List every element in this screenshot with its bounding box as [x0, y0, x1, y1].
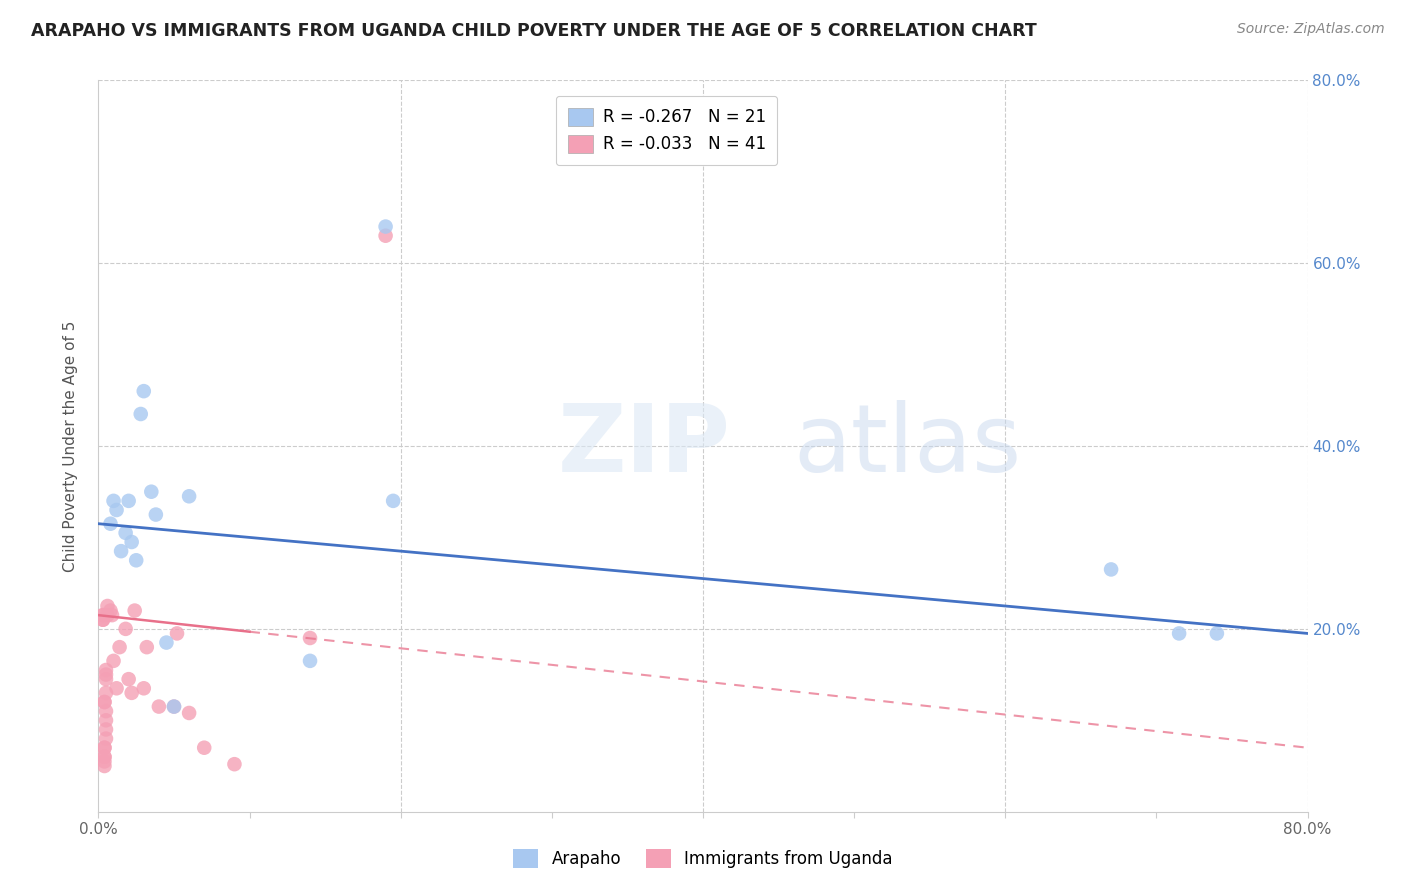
Point	[374, 228, 396, 243]
Point	[132, 681, 155, 696]
Point	[110, 544, 132, 558]
Point	[100, 603, 122, 617]
Point	[93, 759, 115, 773]
Point	[118, 494, 141, 508]
Point	[299, 654, 322, 668]
Legend: R = -0.267   N = 21, R = -0.033   N = 41: R = -0.267 N = 21, R = -0.033 N = 41	[555, 96, 778, 165]
Point	[94, 672, 117, 686]
Y-axis label: Child Poverty Under the Age of 5: Child Poverty Under the Age of 5	[63, 320, 77, 572]
Text: ZIP: ZIP	[558, 400, 731, 492]
Point	[163, 699, 186, 714]
Point	[93, 740, 115, 755]
Point	[100, 516, 122, 531]
Point	[94, 714, 117, 728]
Point	[93, 749, 115, 764]
Point	[193, 740, 215, 755]
Point	[94, 704, 117, 718]
Point	[179, 706, 201, 720]
Point	[1168, 626, 1191, 640]
Point	[93, 740, 115, 755]
Point	[141, 484, 163, 499]
Point	[96, 599, 118, 613]
Point	[91, 608, 114, 623]
Point	[101, 608, 124, 623]
Point	[91, 608, 114, 623]
Text: ARAPAHO VS IMMIGRANTS FROM UGANDA CHILD POVERTY UNDER THE AGE OF 5 CORRELATION C: ARAPAHO VS IMMIGRANTS FROM UGANDA CHILD …	[31, 22, 1036, 40]
Point	[94, 723, 117, 737]
Point	[118, 672, 141, 686]
Point	[124, 603, 146, 617]
Point	[105, 503, 128, 517]
Point	[1206, 626, 1229, 640]
Point	[91, 613, 114, 627]
Point	[155, 635, 177, 649]
Point	[1099, 562, 1122, 576]
Point	[382, 494, 405, 508]
Point	[148, 699, 170, 714]
Point	[179, 489, 201, 503]
Point	[114, 525, 136, 540]
Point	[121, 535, 143, 549]
Text: Source: ZipAtlas.com: Source: ZipAtlas.com	[1237, 22, 1385, 37]
Point	[103, 494, 125, 508]
Point	[105, 681, 128, 696]
Point	[132, 384, 155, 398]
Point	[93, 695, 115, 709]
Point	[299, 631, 322, 645]
Point	[103, 654, 125, 668]
Point	[94, 686, 117, 700]
Point	[96, 608, 118, 623]
Point	[121, 686, 143, 700]
Legend: Arapaho, Immigrants from Uganda: Arapaho, Immigrants from Uganda	[506, 843, 900, 875]
Point	[125, 553, 148, 567]
Point	[114, 622, 136, 636]
Point	[166, 626, 188, 640]
Point	[93, 749, 115, 764]
Text: atlas: atlas	[793, 400, 1022, 492]
Point	[94, 731, 117, 746]
Point	[129, 407, 152, 421]
Point	[224, 757, 246, 772]
Point	[93, 755, 115, 769]
Point	[91, 613, 114, 627]
Point	[135, 640, 157, 655]
Point	[163, 699, 186, 714]
Point	[108, 640, 131, 655]
Point	[93, 695, 115, 709]
Point	[374, 219, 396, 234]
Point	[94, 667, 117, 681]
Point	[94, 663, 117, 677]
Point	[145, 508, 167, 522]
